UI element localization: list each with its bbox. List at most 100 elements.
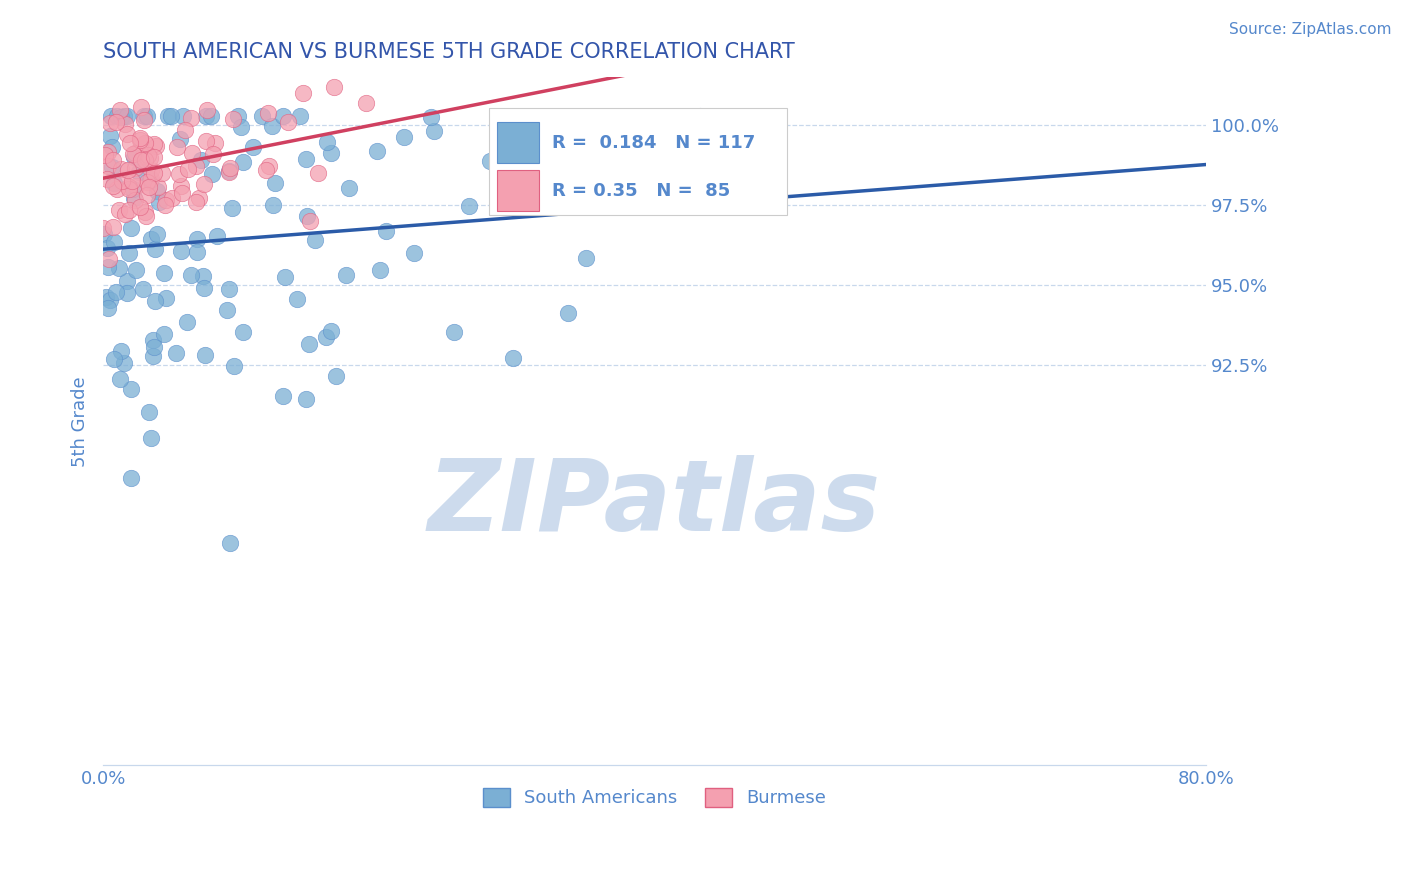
Point (155, 193, 177, 207)
Point (221, 201, 243, 215)
Point (124, 146, 146, 161)
Point (122, 182, 145, 196)
Point (134, 153, 156, 168)
Point (143, 242, 166, 256)
Point (110, 174, 132, 188)
Text: SOUTH AMERICAN VS BURMESE 5TH GRADE CORRELATION CHART: SOUTH AMERICAN VS BURMESE 5TH GRADE CORR… (103, 42, 794, 62)
Point (366, 144, 388, 158)
Point (165, 345, 187, 359)
Point (277, 115, 299, 129)
Point (325, 368, 347, 383)
Point (180, 268, 202, 282)
Point (193, 281, 215, 295)
Point (94, 290, 117, 304)
Point (200, 109, 222, 123)
Point (134, 109, 156, 123)
Point (93, 227, 115, 241)
Point (143, 166, 166, 180)
Point (575, 251, 598, 265)
Point (153, 266, 176, 280)
Point (506, 202, 529, 217)
Point (139, 173, 162, 187)
Point (122, 149, 145, 163)
Point (129, 100, 152, 114)
Point (96, 172, 118, 186)
Point (117, 182, 139, 196)
Point (101, 178, 124, 193)
Point (392, 130, 415, 145)
Point (146, 184, 169, 198)
Point (143, 293, 166, 308)
Point (574, 158, 596, 172)
Point (285, 293, 308, 307)
Point (97, 301, 120, 316)
FancyBboxPatch shape (496, 170, 538, 211)
Point (120, 220, 142, 235)
Point (124, 161, 146, 175)
Point (374, 224, 396, 238)
Point (112, 356, 135, 370)
Point (337, 181, 360, 195)
Point (402, 246, 425, 260)
Point (215, 303, 238, 318)
Point (423, 123, 446, 137)
Point (117, 203, 139, 218)
Point (136, 148, 159, 162)
Point (97, 252, 120, 266)
Point (174, 123, 197, 137)
Point (316, 136, 339, 150)
Point (458, 199, 481, 213)
Point (132, 149, 155, 163)
Point (98, 128, 121, 143)
Point (139, 431, 162, 445)
Point (125, 263, 148, 277)
Point (110, 110, 132, 124)
Point (169, 167, 191, 181)
Point (135, 109, 157, 123)
Point (201, 167, 224, 181)
Point (307, 166, 329, 180)
Point (191, 269, 214, 284)
Point (101, 160, 124, 174)
Point (218, 165, 240, 179)
Point (557, 306, 579, 320)
Point (218, 163, 240, 178)
Point (143, 150, 166, 164)
Point (131, 282, 153, 296)
Point (139, 232, 162, 246)
Point (134, 136, 156, 151)
Point (101, 140, 124, 154)
Point (97, 145, 120, 160)
Point (222, 112, 245, 126)
Point (146, 227, 169, 241)
Point (304, 234, 326, 248)
Point (273, 389, 295, 403)
Point (201, 146, 224, 161)
Point (118, 245, 141, 260)
Point (162, 190, 184, 204)
Point (110, 161, 132, 176)
Point (186, 159, 208, 173)
Point (136, 188, 159, 202)
Point (187, 191, 209, 205)
Point (186, 194, 208, 209)
Point (232, 325, 254, 339)
Point (118, 179, 141, 194)
Point (146, 180, 169, 194)
Point (218, 536, 240, 550)
Point (242, 139, 264, 153)
Point (155, 291, 177, 305)
Point (262, 197, 284, 211)
Point (122, 191, 145, 205)
Point (218, 282, 240, 296)
Point (131, 153, 153, 168)
Y-axis label: 5th Grade: 5th Grade (72, 376, 89, 467)
Point (108, 103, 131, 117)
Point (295, 392, 318, 406)
Point (128, 164, 150, 178)
Point (170, 178, 193, 193)
Text: ZIPatlas: ZIPatlas (427, 455, 882, 552)
Point (103, 352, 125, 367)
Point (190, 153, 212, 168)
Point (177, 161, 200, 176)
